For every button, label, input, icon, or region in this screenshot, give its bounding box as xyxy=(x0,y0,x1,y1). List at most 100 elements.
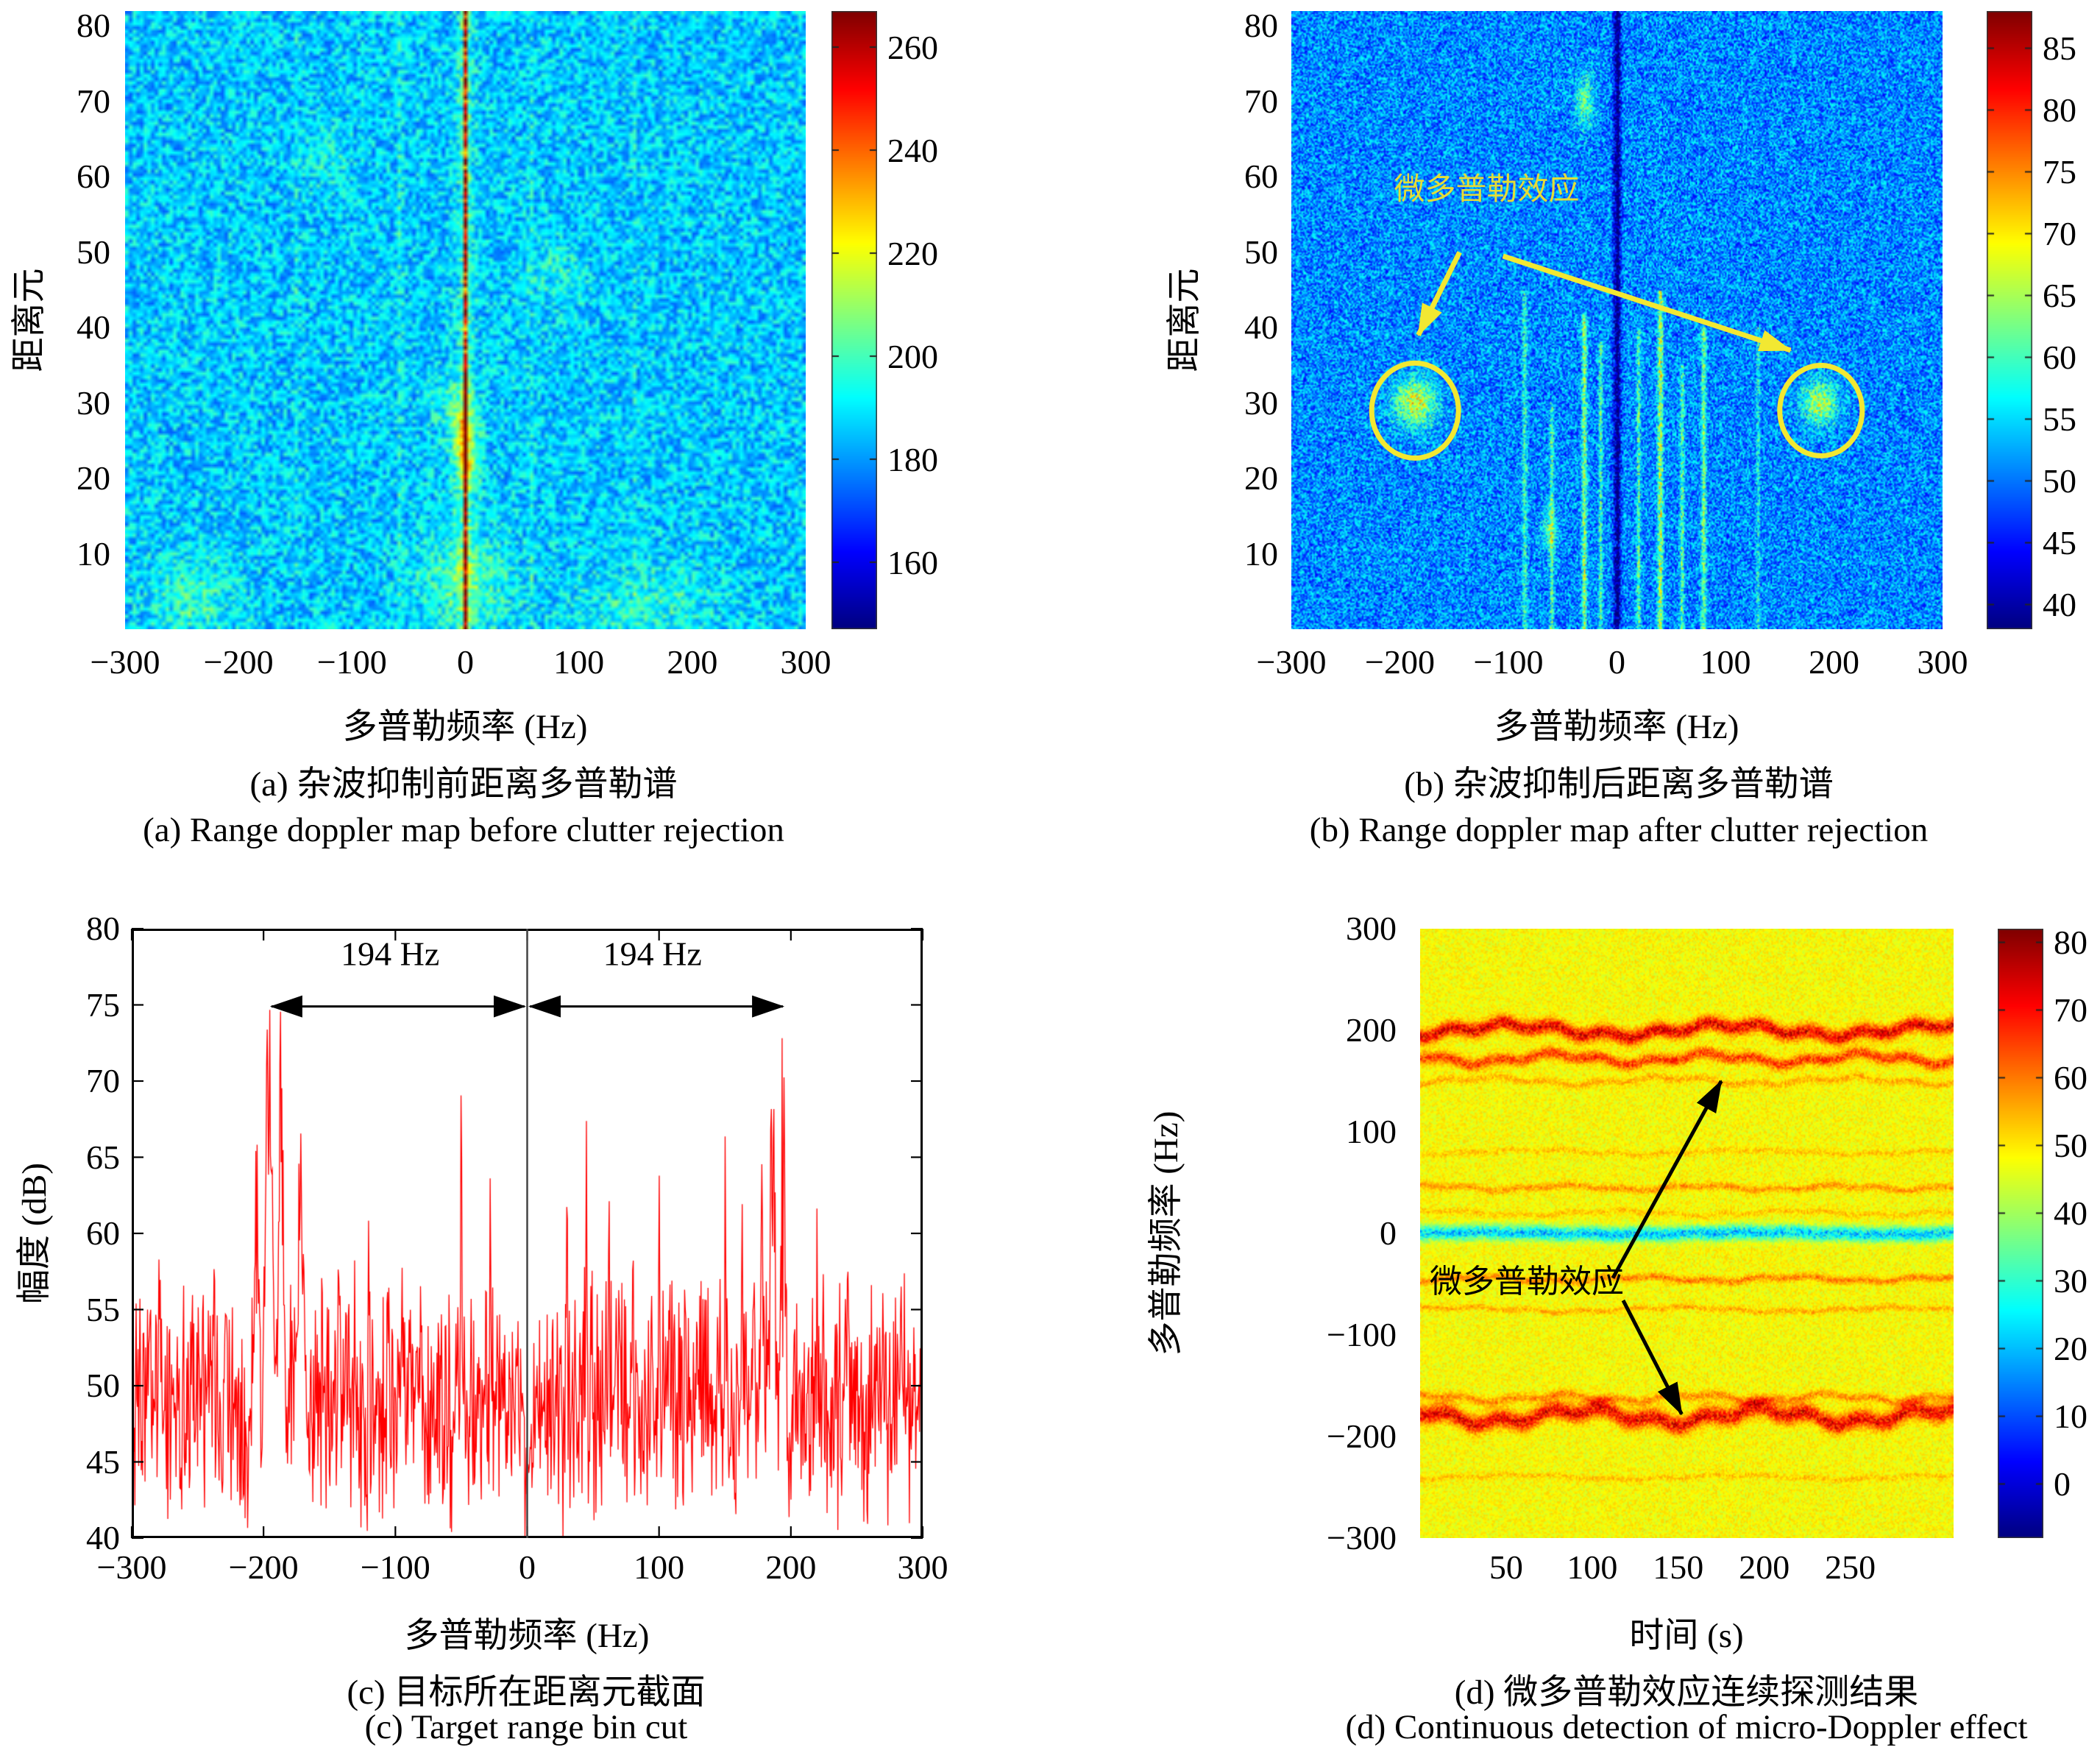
range-doppler-map-before-clutter xyxy=(125,11,806,629)
x-tick-label: −200 xyxy=(203,643,274,681)
y-tick-label: 60 xyxy=(77,157,110,196)
x-tick-label: 300 xyxy=(1917,643,1968,681)
colorbar-a xyxy=(831,11,877,629)
colorbar-tick-label: 50 xyxy=(2043,462,2076,500)
y-tick-label: 20 xyxy=(77,459,110,497)
y-tick-label: 100 xyxy=(1346,1113,1397,1150)
caption-d-cn: (d) 微多普勒效应连续探测结果 xyxy=(1454,1673,1919,1712)
y-tick-label: −100 xyxy=(1327,1316,1397,1353)
y-tick-label: 0 xyxy=(1380,1214,1397,1252)
colorbar-tick-label: 65 xyxy=(2043,277,2076,315)
x-tick-label: −100 xyxy=(1473,643,1544,681)
colorbar-tick-label: 260 xyxy=(887,29,938,66)
colorbar-tick-label: 30 xyxy=(2054,1262,2087,1300)
x-tick-label: −300 xyxy=(96,1548,167,1586)
x-tick-label: 50 xyxy=(1489,1548,1523,1586)
colorbar-tick-label: 45 xyxy=(2043,524,2076,562)
caption-c-en: (c) Target range bin cut xyxy=(364,1708,688,1746)
caption-a-cn: (a) 杂波抑制前距离多普勒谱 xyxy=(249,765,678,804)
y-tick-label: 10 xyxy=(1244,534,1278,573)
plot-box-c xyxy=(132,929,923,1538)
colorbar-tick-label: 70 xyxy=(2054,991,2087,1030)
xlabel-c: 多普勒频率 (Hz) xyxy=(404,1617,650,1655)
x-tick-label: 300 xyxy=(780,643,831,681)
x-tick-label: −200 xyxy=(1365,643,1435,681)
colorbar-tick-label: 75 xyxy=(2043,153,2076,191)
colorbar-tick-label: 70 xyxy=(2043,215,2076,253)
colorbar-tick-label: 55 xyxy=(2043,400,2076,439)
colorbar-tick-label: 220 xyxy=(887,235,938,272)
y-tick-label: 65 xyxy=(86,1138,120,1176)
y-tick-label: 10 xyxy=(77,534,110,573)
y-tick-label: 20 xyxy=(1244,459,1278,497)
x-tick-label: −200 xyxy=(228,1548,299,1586)
colorbar-tick-label: 50 xyxy=(2054,1127,2087,1165)
y-tick-label: 50 xyxy=(77,233,110,271)
colorbar-tick-label: 180 xyxy=(887,441,938,478)
y-tick-label: −300 xyxy=(1327,1519,1397,1556)
x-tick-label: 0 xyxy=(519,1548,536,1586)
y-tick-label: 40 xyxy=(86,1519,120,1556)
xlabel-a: 多普勒频率 (Hz) xyxy=(342,708,588,746)
y-tick-label: 70 xyxy=(77,82,110,120)
colorbar-tick-label: 20 xyxy=(2054,1330,2087,1368)
y-tick-label: 80 xyxy=(1244,7,1278,45)
y-tick-label: 40 xyxy=(77,308,110,347)
y-tick-label: −200 xyxy=(1327,1417,1397,1455)
colorbar-tick-label: 200 xyxy=(887,338,938,375)
x-tick-label: −100 xyxy=(360,1548,430,1586)
y-tick-label: 75 xyxy=(86,985,120,1024)
colorbar-tick-label: 240 xyxy=(887,132,938,169)
x-tick-label: 100 xyxy=(634,1548,685,1586)
caption-d-en: (d) Continuous detection of micro-Dopple… xyxy=(1345,1708,2028,1746)
caption-b-cn: (b) 杂波抑制后距离多普勒谱 xyxy=(1404,765,1834,804)
x-tick-label: 200 xyxy=(1809,643,1859,681)
y-tick-label: 60 xyxy=(86,1214,120,1252)
y-tick-label: 70 xyxy=(1244,82,1278,120)
colorbar-tick-label: 80 xyxy=(2043,91,2076,130)
colorbar-b xyxy=(1987,11,2032,629)
y-tick-label: 30 xyxy=(77,383,110,422)
x-tick-label: −300 xyxy=(1256,643,1327,681)
x-tick-label: 300 xyxy=(897,1548,948,1586)
x-tick-label: 200 xyxy=(667,643,718,681)
xlabel-b: 多普勒频率 (Hz) xyxy=(1494,708,1739,746)
colorbar-tick-label: 0 xyxy=(2054,1465,2071,1503)
y-tick-label: 80 xyxy=(77,7,110,45)
micro-doppler-time-frequency-map xyxy=(1420,929,1954,1538)
y-tick-label: 70 xyxy=(86,1062,120,1099)
xlabel-d: 时间 (s) xyxy=(1629,1617,1744,1655)
y-tick-label: 200 xyxy=(1346,1011,1397,1049)
colorbar-tick-label: 160 xyxy=(887,544,938,581)
colorbar-tick-label: 60 xyxy=(2054,1059,2087,1097)
colorbar-tick-label: 10 xyxy=(2054,1397,2087,1436)
y-tick-label: 30 xyxy=(1244,383,1278,422)
x-tick-label: 200 xyxy=(1739,1548,1790,1586)
y-tick-label: 55 xyxy=(86,1290,120,1328)
x-tick-label: 100 xyxy=(1700,643,1751,681)
y-tick-label: 45 xyxy=(86,1442,120,1481)
caption-b-en: (b) Range doppler map after clutter reje… xyxy=(1309,811,1929,849)
y-tick-label: 40 xyxy=(1244,308,1278,347)
x-tick-label: 100 xyxy=(1567,1548,1618,1586)
y-tick-label: 300 xyxy=(1346,910,1397,947)
x-tick-label: 200 xyxy=(765,1548,817,1586)
colorbar-tick-label: 85 xyxy=(2043,29,2076,68)
x-tick-label: 0 xyxy=(1608,643,1625,681)
x-tick-label: −300 xyxy=(90,643,160,681)
x-tick-label: −100 xyxy=(316,643,387,681)
range-doppler-map-after-clutter xyxy=(1291,11,1943,629)
y-tick-label: 80 xyxy=(86,910,120,947)
y-tick-label: 50 xyxy=(1244,233,1278,271)
y-tick-label: 60 xyxy=(1244,157,1278,196)
colorbar-tick-label: 40 xyxy=(2054,1194,2087,1233)
y-tick-label: 50 xyxy=(86,1367,120,1404)
x-tick-label: 0 xyxy=(457,643,474,681)
x-tick-label: 100 xyxy=(553,643,605,681)
x-tick-label: 250 xyxy=(1825,1548,1876,1586)
colorbar-tick-label: 40 xyxy=(2043,586,2076,624)
ylabel-d: 多普勒频率 (Hz) xyxy=(1147,1110,1185,1356)
colorbar-d xyxy=(1998,929,2043,1538)
colorbar-tick-label: 60 xyxy=(2043,339,2076,377)
